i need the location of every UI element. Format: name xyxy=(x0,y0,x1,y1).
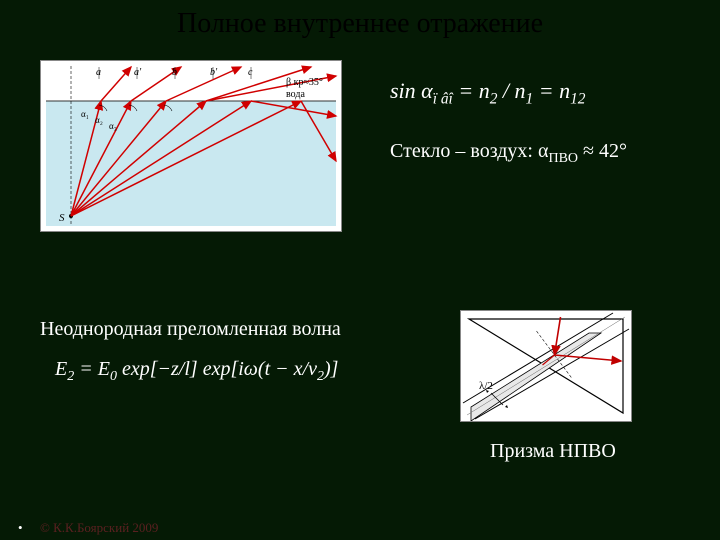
svg-text:вода: вода xyxy=(286,89,305,100)
figure2-svg: λ/2 xyxy=(461,311,631,421)
svg-text:c: c xyxy=(248,67,253,78)
figure-total-internal-reflection: Sα₁ α₂ α₃ a a' b b' c β кр≈35°вода xyxy=(40,60,342,232)
slide: Полное внутреннее отражение Sα₁ α₂ α₃ a a' b b… xyxy=(0,0,720,540)
glass-air-angle: Стекло – воздух: αПВО ≈ 42° xyxy=(390,140,627,167)
inhomogeneous-wave-label: Неоднородная преломленная волна xyxy=(40,318,341,341)
svg-text:λ/2: λ/2 xyxy=(479,380,493,392)
svg-text:S: S xyxy=(59,212,65,224)
svg-text:b: b xyxy=(172,67,177,78)
svg-text:α₂: α₂ xyxy=(95,115,103,125)
svg-text:a': a' xyxy=(134,67,142,78)
formula-evanescent-wave: E2 = E0 exp[−z/l] exp[iω(t − x/v2)] xyxy=(55,358,338,385)
figure1-svg: Sα₁ α₂ α₃ a a' b b' c β кр≈35°вода xyxy=(41,61,341,231)
svg-text:α₁: α₁ xyxy=(81,109,89,119)
svg-text:β кр≈35°: β кр≈35° xyxy=(286,77,323,88)
svg-text:α₃: α₃ xyxy=(109,121,117,131)
svg-text:a: a xyxy=(96,67,101,78)
copyright-text: © К.К.Боярский 2009 xyxy=(40,520,158,536)
formula-snell: sin αï âî = n2 / n1 = n12 xyxy=(390,78,585,108)
copyright-bullet: • xyxy=(18,520,23,536)
slide-title: Полное внутреннее отражение xyxy=(0,8,720,40)
figure-atr-prism: λ/2 xyxy=(460,310,632,422)
prism-label: Призма НПВО xyxy=(490,440,616,463)
svg-text:b': b' xyxy=(210,67,218,78)
